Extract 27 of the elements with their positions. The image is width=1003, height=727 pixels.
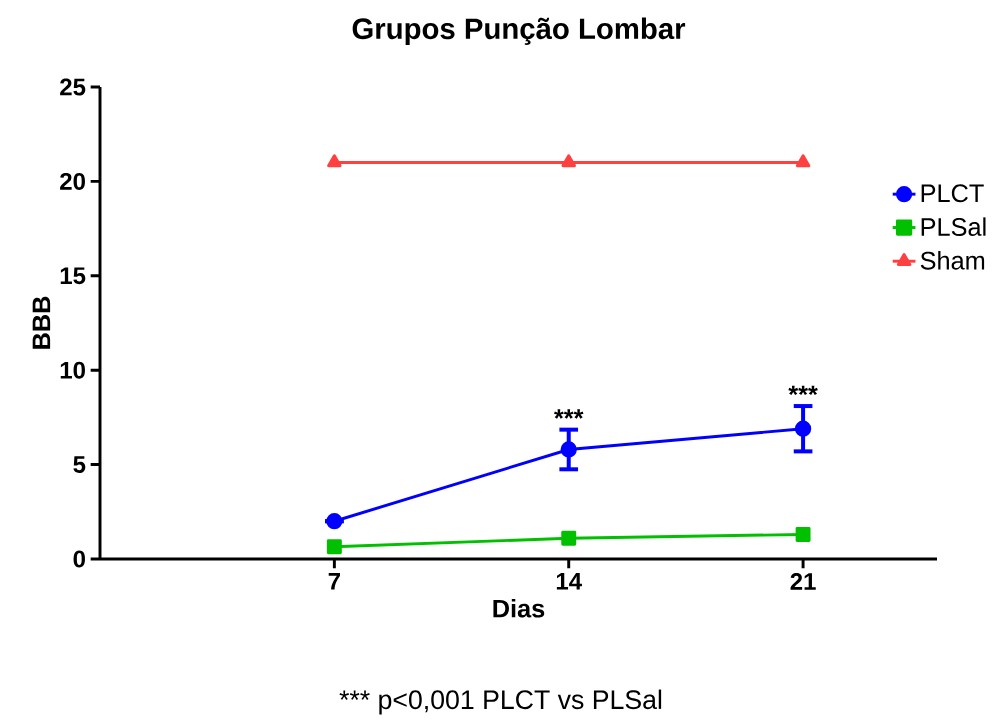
y-tick-label: 5 [73, 456, 86, 473]
point [794, 420, 812, 437]
y-tick-label: 10 [60, 361, 85, 379]
y-tick-label: 0 [73, 550, 85, 568]
legend-label: PLCT [921, 184, 984, 203]
point [795, 526, 811, 542]
legend-label: Sham [920, 251, 985, 270]
x-tick-label: 14 [556, 573, 582, 590]
x-tick-label: 21 [790, 573, 816, 590]
point [327, 154, 342, 168]
chart-title: Grupos Punção Lombar [352, 17, 686, 45]
x-axis-title: Dias [493, 598, 545, 618]
annotation: *** [554, 409, 584, 419]
y-tick-label: 15 [60, 267, 86, 285]
y-tick-label: 20 [60, 172, 85, 190]
annotation: *** [788, 385, 818, 396]
y-axis-title: BBB [32, 296, 51, 349]
point [561, 154, 576, 168]
legend-label: PLSal [921, 217, 986, 236]
text: *** p<0,001 PLCT vs PLSal [339, 689, 662, 715]
point [795, 154, 811, 168]
point [326, 539, 342, 555]
point [560, 441, 577, 458]
y-tick-label: 25 [60, 78, 86, 96]
x-tick-label: 7 [328, 573, 340, 590]
point [326, 513, 343, 530]
point [561, 530, 577, 546]
